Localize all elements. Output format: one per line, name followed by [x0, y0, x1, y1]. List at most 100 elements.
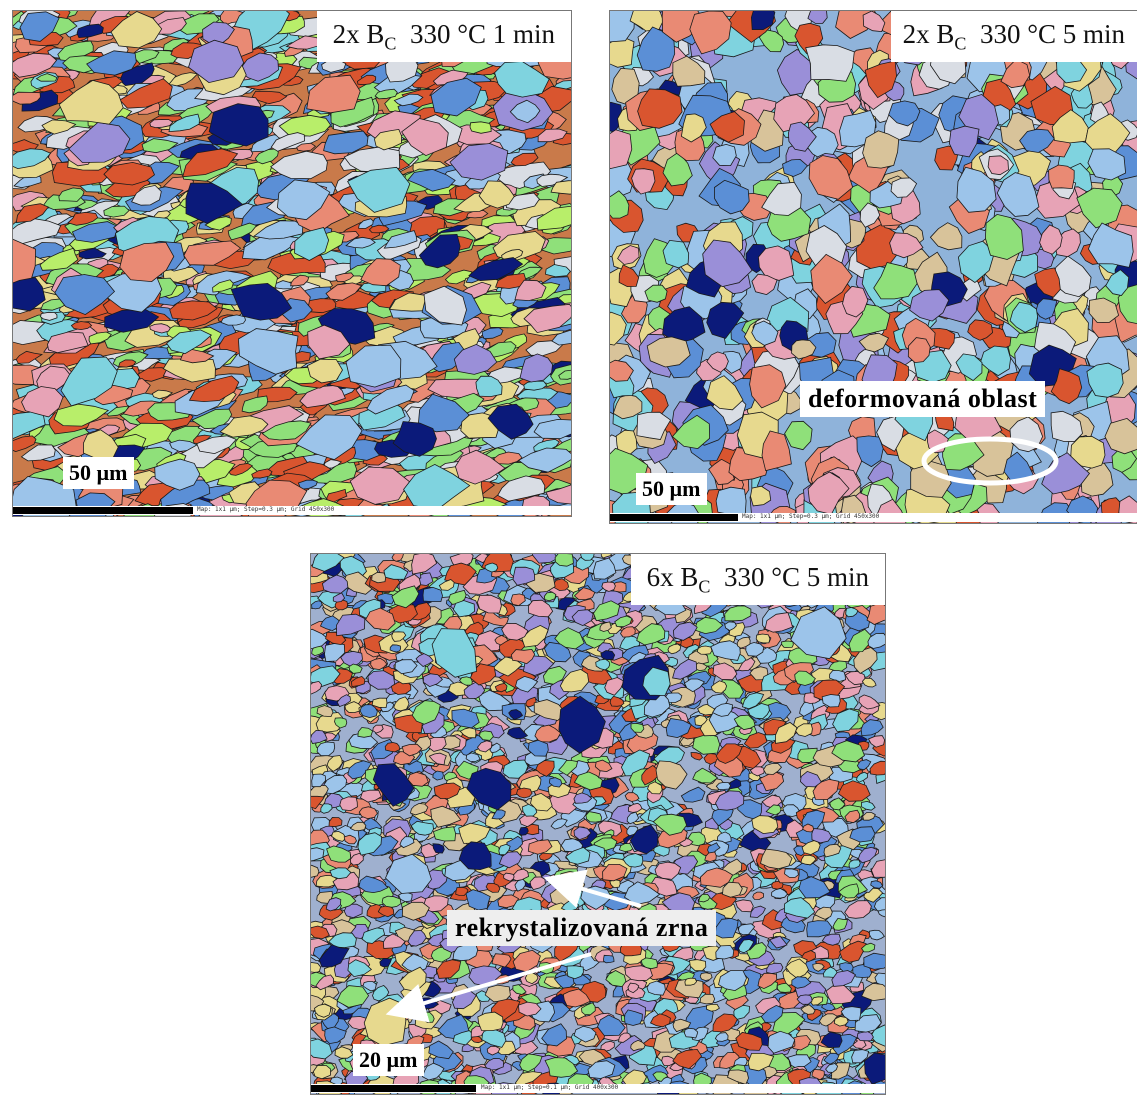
grain	[523, 303, 571, 334]
grain	[141, 138, 179, 154]
grain	[948, 125, 980, 158]
grain	[929, 222, 963, 251]
grain	[54, 274, 116, 316]
grain	[306, 74, 361, 114]
grain	[750, 11, 776, 30]
grain	[784, 420, 813, 451]
grain	[706, 375, 744, 411]
grain	[509, 99, 541, 124]
grain	[510, 152, 539, 167]
grain	[366, 384, 415, 415]
grain	[13, 148, 52, 170]
grain	[185, 182, 244, 224]
grain	[278, 114, 332, 137]
grain	[888, 100, 921, 127]
scalebar	[13, 507, 193, 514]
grain	[805, 225, 848, 269]
grain	[752, 891, 765, 900]
grain	[955, 353, 983, 381]
grain	[761, 430, 792, 472]
grain	[179, 348, 215, 364]
grain	[1030, 85, 1074, 126]
ebsd-map-panel-1: 2x BC 330 °C 1 min 50 µm Map: 1x1 µm; St…	[12, 10, 572, 517]
label-text: 2x B	[902, 19, 955, 49]
ebsd-map-panel-2: 2x BC 330 °C 5 min deformovaná oblast 50…	[609, 10, 1137, 524]
grain	[58, 79, 124, 125]
grain	[1086, 362, 1124, 398]
grain	[21, 89, 59, 112]
grain	[712, 143, 737, 167]
scalebar	[610, 514, 738, 521]
grain	[478, 180, 515, 209]
grain	[493, 451, 523, 465]
grain	[119, 241, 175, 283]
grain	[36, 365, 73, 393]
grain	[110, 11, 163, 49]
grain	[773, 94, 816, 133]
grain	[475, 375, 503, 398]
grain	[227, 222, 258, 241]
grain	[13, 411, 46, 440]
grain	[41, 119, 77, 135]
grain	[844, 900, 872, 919]
grain	[357, 74, 377, 86]
grain	[403, 463, 471, 511]
grain	[103, 205, 130, 218]
grain	[1087, 148, 1127, 181]
grain	[610, 11, 636, 43]
grain	[610, 129, 633, 170]
grain	[1105, 269, 1130, 296]
grain	[1034, 267, 1061, 298]
grain	[542, 665, 567, 685]
ebsd-orientation-map	[311, 554, 885, 1094]
grain	[230, 282, 293, 321]
grain	[19, 11, 60, 42]
grain	[525, 340, 566, 357]
grain	[468, 257, 524, 282]
grain	[889, 232, 924, 259]
grain	[71, 221, 119, 243]
grain	[423, 285, 467, 326]
grain	[330, 96, 375, 128]
grain	[118, 359, 137, 368]
grain	[636, 26, 676, 72]
grain	[987, 155, 1009, 176]
grain	[1009, 301, 1039, 333]
grain	[35, 73, 58, 82]
grain	[702, 239, 753, 288]
grain	[487, 403, 534, 440]
grain	[373, 128, 403, 151]
grain	[761, 181, 802, 216]
ebsd-map-panel-3: 6x BC 330 °C 5 min rekrystalizovaná zrna…	[310, 553, 886, 1095]
grain	[13, 52, 58, 78]
grain	[610, 35, 635, 68]
grain	[519, 353, 554, 383]
grain	[188, 39, 245, 84]
grain	[220, 314, 246, 326]
grain	[750, 485, 772, 507]
grain	[1104, 417, 1137, 455]
grain	[550, 818, 568, 830]
grain	[13, 435, 37, 453]
grain	[481, 327, 504, 340]
grain	[228, 463, 254, 476]
scalebar-text: Map: 1x1 µm; Step=0.1 µm; Grid 400x300	[481, 1084, 619, 1091]
grain	[862, 11, 886, 33]
grain	[671, 414, 711, 450]
grain	[808, 155, 854, 200]
grain	[67, 211, 99, 226]
grain	[358, 218, 374, 229]
grain	[689, 11, 732, 55]
grain	[1084, 113, 1131, 156]
grain	[1088, 297, 1120, 323]
grain	[20, 444, 56, 462]
label-conditions: 330 °C 1 min	[409, 19, 555, 49]
grain	[1051, 255, 1092, 298]
grain	[1087, 222, 1134, 268]
grain	[713, 179, 750, 215]
grain	[297, 479, 318, 490]
grain	[536, 205, 571, 231]
grain	[692, 732, 721, 755]
grain	[428, 752, 447, 766]
grain	[868, 929, 885, 941]
